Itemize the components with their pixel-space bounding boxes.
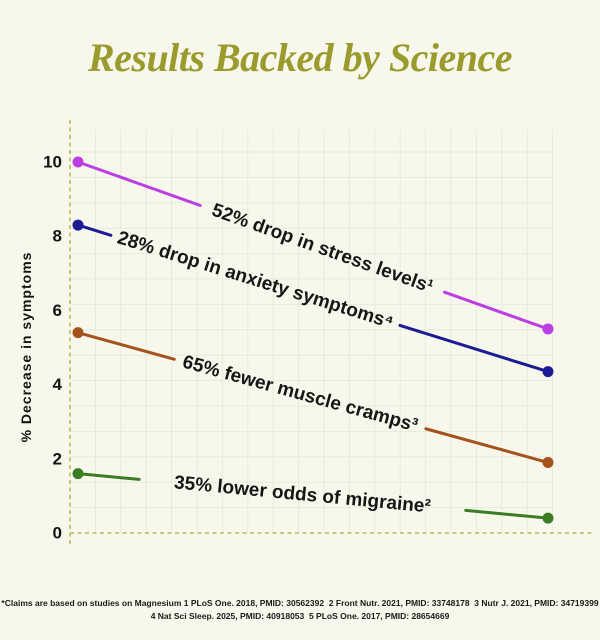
series-line-left [76,472,141,481]
y-tick-label: 2 [53,449,62,468]
page-title: Results Backed by Science [87,35,513,80]
series-muscle-cramps: 65% fewer muscle cramps³ [72,327,554,469]
series-line-left [76,160,202,207]
series-start-dot [72,468,84,480]
series-label-anxiety: 28% drop in anxiety symptoms⁴ [115,227,396,333]
series-end-dot [542,457,554,469]
series-line-left [76,223,113,237]
y-tick-label: 10 [43,153,62,172]
y-tick-label: 6 [53,301,62,320]
y-tick-labels: 0 2 4 6 8 10 [43,153,62,543]
series-line-right [443,290,550,331]
footnote-line-2: 4 Nat Sci Sleep. 2025, PMID: 40918053 5 … [150,611,450,621]
series-line-right [424,427,550,465]
series-migraine: 35% lower odds of migraine² [72,468,554,524]
y-tick-label: 4 [53,375,63,394]
series-end-dot [542,366,554,378]
series-label-muscle-cramps: 65% fewer muscle cramps³ [180,352,420,437]
series-line-right [464,508,550,520]
series-end-dot [542,323,554,335]
series-label-migraine: 35% lower odds of migraine² [173,472,431,517]
y-tick-label: 8 [53,227,62,246]
series-line-left [76,331,176,361]
footnote: *Claims are based on studies on Magnesiu… [0,597,600,623]
y-tick-label: 0 [53,524,62,543]
series-end-dot [542,512,554,524]
axes [69,120,594,546]
grid [70,129,554,533]
series-start-dot [72,219,84,231]
y-axis-label: % Decrease in symptoms [18,252,34,443]
series-line-right [398,323,550,374]
series-start-dot [72,327,84,339]
footnote-line-1: *Claims are based on studies on Magnesiu… [1,598,599,608]
series-start-dot [72,156,84,168]
